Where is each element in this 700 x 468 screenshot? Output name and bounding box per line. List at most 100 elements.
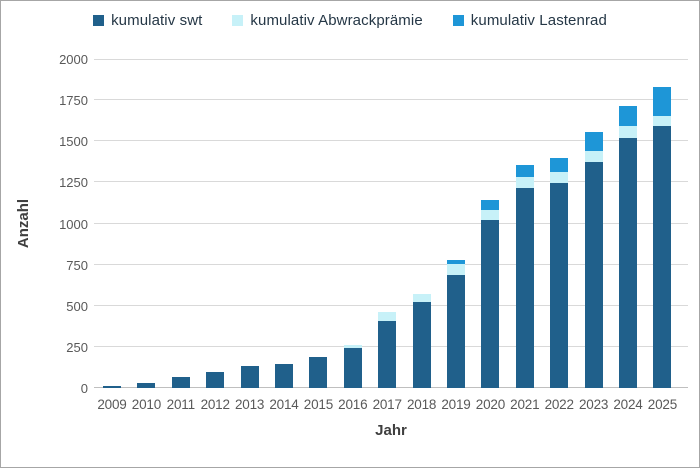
- bar-segment: [137, 382, 156, 388]
- x-axis-tick-labels: 2009 2010 2011 2012 2013 2014 2015 2016 2017 2018…: [94, 397, 688, 415]
- bar-2016: [343, 345, 362, 388]
- bar-segment: [550, 183, 569, 388]
- bar-2020: [481, 199, 500, 388]
- y-tick-label: 1500: [59, 134, 88, 150]
- bar-segment: [378, 312, 397, 321]
- x-tick-label: 2019: [441, 397, 471, 412]
- bar-2019: [447, 259, 465, 388]
- bar-2022: [550, 157, 569, 388]
- bar-segment: [550, 157, 569, 172]
- bar-segment: [171, 376, 190, 388]
- bar-segment: [619, 137, 637, 388]
- x-tick-label: 2023: [578, 397, 609, 412]
- bar-segment: [619, 126, 637, 138]
- legend-item-abwrackpraemie: kumulativ Abwrackprämie: [232, 12, 423, 29]
- bar-segment: [378, 320, 397, 388]
- x-tick-label: 2011: [166, 397, 195, 412]
- bar-segment: [619, 105, 637, 127]
- bar-segment: [550, 171, 569, 184]
- y-tick-label: 1250: [59, 175, 88, 191]
- gridline: [94, 99, 688, 101]
- x-tick-label: 2020: [475, 397, 505, 412]
- bar-segment: [412, 302, 431, 388]
- bar-segment: [653, 115, 672, 127]
- y-axis-tick-labels: 0 250 500 750 1000 1250 1500 1750 2000: [39, 53, 88, 395]
- y-tick-label: 500: [66, 298, 88, 314]
- bar-segment: [584, 132, 603, 152]
- bar-2010: [137, 382, 156, 388]
- x-tick-label: 2025: [647, 397, 677, 412]
- bar-segment: [103, 386, 121, 388]
- x-tick-label: 2015: [303, 397, 333, 412]
- legend-label-swt: kumulativ swt: [111, 12, 203, 29]
- bar-segment: [206, 371, 225, 388]
- x-tick-label: 2014: [269, 397, 299, 412]
- legend-swatch-abwrackpraemie: [232, 15, 244, 26]
- x-tick-label: 2009: [97, 397, 127, 412]
- gridline: [94, 181, 688, 183]
- bar-2012: [206, 371, 225, 388]
- y-axis-title: Anzahl: [9, 59, 39, 388]
- bar-segment: [481, 220, 500, 388]
- y-tick-label: 1000: [59, 216, 88, 232]
- x-tick-label: 2024: [613, 397, 643, 412]
- bar-segment: [584, 151, 603, 162]
- bar-2025: [653, 86, 672, 388]
- bar-2009: [103, 386, 121, 388]
- bar-segment: [515, 188, 534, 388]
- bar-segment: [653, 126, 672, 388]
- bar-2011: [171, 376, 190, 388]
- legend-swatch-swt: [93, 15, 105, 26]
- bar-segment: [412, 294, 431, 303]
- x-tick-label: 2013: [234, 397, 265, 412]
- bar-segment: [343, 347, 362, 388]
- y-tick-label: 2000: [59, 52, 88, 67]
- y-tick-label: 750: [66, 257, 88, 273]
- bar-2021: [515, 165, 534, 388]
- bar-segment: [343, 345, 362, 348]
- x-tick-label: 2021: [510, 397, 540, 412]
- bar-segment: [240, 366, 259, 388]
- bar-segment: [515, 177, 534, 189]
- bar-2018: [412, 294, 431, 388]
- y-tick-label: 1750: [59, 93, 88, 109]
- gridline: [94, 304, 688, 306]
- x-tick-label: 2016: [338, 397, 368, 412]
- legend-label-abwrackpraemie: kumulativ Abwrackprämie: [250, 12, 423, 29]
- bar-2013: [240, 366, 259, 388]
- bar-segment: [275, 364, 293, 388]
- chart-legend: kumulativ swt kumulativ Abwrackprämie ku…: [1, 12, 699, 29]
- bar-segment: [447, 275, 465, 388]
- x-tick-label: 2012: [200, 397, 230, 412]
- gridline: [94, 59, 688, 60]
- bar-segment: [447, 259, 465, 264]
- legend-item-swt: kumulativ swt: [93, 12, 202, 29]
- gridline: [94, 140, 688, 142]
- bar-2017: [378, 312, 397, 388]
- x-tick-label: 2022: [544, 397, 574, 412]
- legend-label-lastenrad: kumulativ Lastenrad: [470, 12, 607, 29]
- y-tick-label: 0: [80, 381, 88, 396]
- x-axis-title: Jahr: [375, 422, 407, 439]
- bar-segment: [515, 165, 534, 178]
- bar-segment: [309, 356, 328, 388]
- bar-segment: [447, 263, 465, 276]
- legend-swatch-lastenrad: [452, 15, 464, 26]
- gridline: [94, 222, 688, 224]
- x-tick-label: 2017: [372, 397, 402, 412]
- bar-2014: [275, 364, 293, 388]
- bar-segment: [481, 199, 500, 211]
- bar-segment: [653, 86, 672, 116]
- bar-2015: [309, 356, 328, 388]
- x-tick-label: 2018: [406, 397, 437, 412]
- bar-segment: [584, 161, 603, 388]
- plot-area: [94, 59, 688, 388]
- x-tick-label: 2010: [131, 397, 161, 412]
- gridline: [94, 263, 688, 265]
- legend-item-lastenrad: kumulativ Lastenrad: [452, 12, 607, 29]
- y-tick-label: 250: [66, 339, 88, 355]
- bar-2023: [584, 132, 603, 388]
- y-axis-title-text: Anzahl: [15, 198, 33, 249]
- bar-segment: [481, 210, 500, 221]
